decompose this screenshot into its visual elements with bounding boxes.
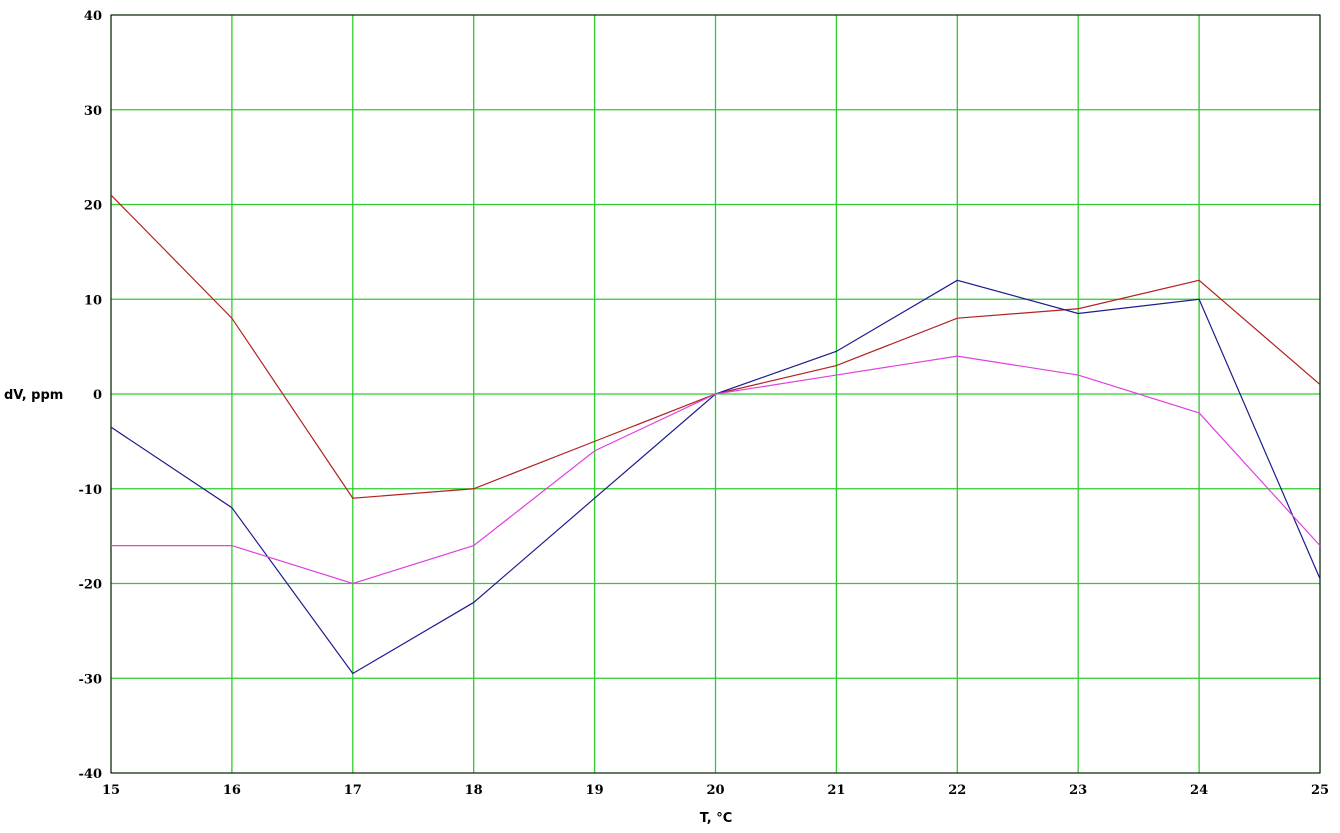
y-tick-label: -10 bbox=[79, 483, 103, 498]
y-tick-label: -40 bbox=[79, 767, 103, 782]
y-tick-label: 0 bbox=[93, 388, 102, 403]
plot-frame bbox=[110, 14, 1321, 774]
x-tick-label: 20 bbox=[706, 783, 724, 798]
x-tick-label: 25 bbox=[1311, 783, 1329, 798]
x-tick-label: 17 bbox=[344, 783, 362, 798]
x-axis: 15 16 17 18 19 20 21 22 23 24 25 bbox=[102, 783, 1329, 798]
y-tick-label: -30 bbox=[79, 672, 103, 687]
x-tick-label: 21 bbox=[827, 783, 845, 798]
y-axis: 40 30 20 10 0 -10 -20 -30 -40 bbox=[79, 9, 103, 782]
x-axis-title: T, °C bbox=[700, 811, 733, 826]
x-tick-label: 16 bbox=[223, 783, 241, 798]
y-tick-label: 20 bbox=[84, 199, 102, 214]
y-tick-label: 40 bbox=[84, 9, 102, 24]
x-tick-label: 15 bbox=[102, 783, 120, 798]
series-group bbox=[110, 194, 1321, 675]
y-axis-title: dV, ppm bbox=[4, 388, 63, 403]
y-tick-label: 30 bbox=[84, 104, 102, 119]
y-tick-label: -20 bbox=[79, 578, 103, 593]
y-tick-label: 10 bbox=[84, 293, 102, 308]
x-tick-label: 24 bbox=[1190, 783, 1208, 798]
series-line-3 bbox=[111, 355, 1321, 585]
x-tick-label: 22 bbox=[948, 783, 966, 798]
x-tick-label: 23 bbox=[1069, 783, 1087, 798]
x-tick-label: 19 bbox=[586, 783, 604, 798]
x-tick-label: 18 bbox=[465, 783, 483, 798]
